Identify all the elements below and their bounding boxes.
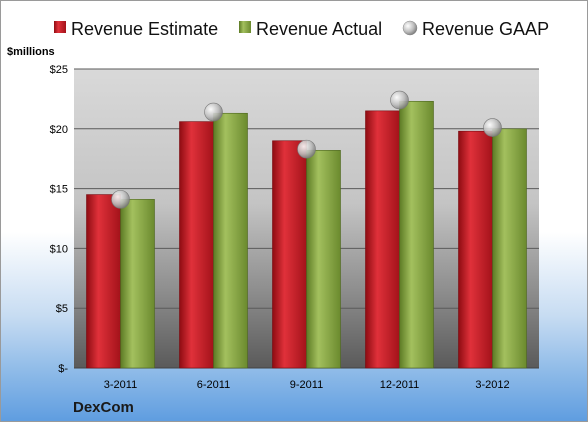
x-tick-label: 6-2011 — [197, 379, 230, 391]
legend-label-gaap: Revenue GAAP — [422, 19, 549, 39]
bar-actual — [492, 128, 527, 369]
bar-actual — [399, 100, 434, 369]
y-axis-unit-label: $millions — [7, 46, 55, 58]
legend-swatch-estimate — [54, 21, 66, 33]
legend-swatch-actual — [239, 21, 251, 33]
x-axis: 3-2011 6-2011 9-2011 12-2011 3-2012 — [104, 379, 510, 391]
gaap-marker — [111, 190, 130, 209]
y-tick-label: $15 — [50, 184, 68, 196]
legend: Revenue Estimate Revenue Actual Revenue … — [54, 19, 549, 39]
x-tick-label: 9-2011 — [290, 379, 323, 391]
x-tick-label: 12-2011 — [380, 379, 420, 391]
bar-estimate — [365, 110, 400, 369]
gaap-markers — [111, 90, 502, 209]
legend-label-actual: Revenue Actual — [256, 19, 382, 39]
y-tick-label: $10 — [50, 243, 68, 255]
bar-actual — [120, 199, 155, 369]
company-name: DexCom — [73, 399, 134, 416]
y-tick-label: $- — [58, 363, 68, 375]
gaap-marker — [483, 118, 502, 137]
bar-actual — [306, 150, 341, 369]
gaap-marker — [297, 139, 316, 159]
y-tick-label: $5 — [56, 303, 68, 315]
bars — [86, 100, 527, 369]
legend-label-estimate: Revenue Estimate — [71, 19, 218, 39]
y-tick-label: $20 — [50, 124, 68, 136]
bar-estimate — [458, 130, 493, 369]
y-axis: $- $5 $10 $15 $20 $25 — [50, 64, 69, 375]
gaap-marker — [390, 90, 409, 110]
gaap-marker — [204, 102, 223, 122]
x-tick-label: 3-2011 — [104, 379, 137, 391]
bar-estimate — [179, 121, 214, 369]
bar-actual — [213, 112, 248, 369]
legend-marker-gaap — [402, 20, 418, 36]
x-tick-label: 3-2012 — [475, 379, 509, 391]
bar-estimate — [86, 194, 121, 369]
y-tick-label: $25 — [50, 64, 68, 76]
bar-estimate — [272, 140, 307, 369]
